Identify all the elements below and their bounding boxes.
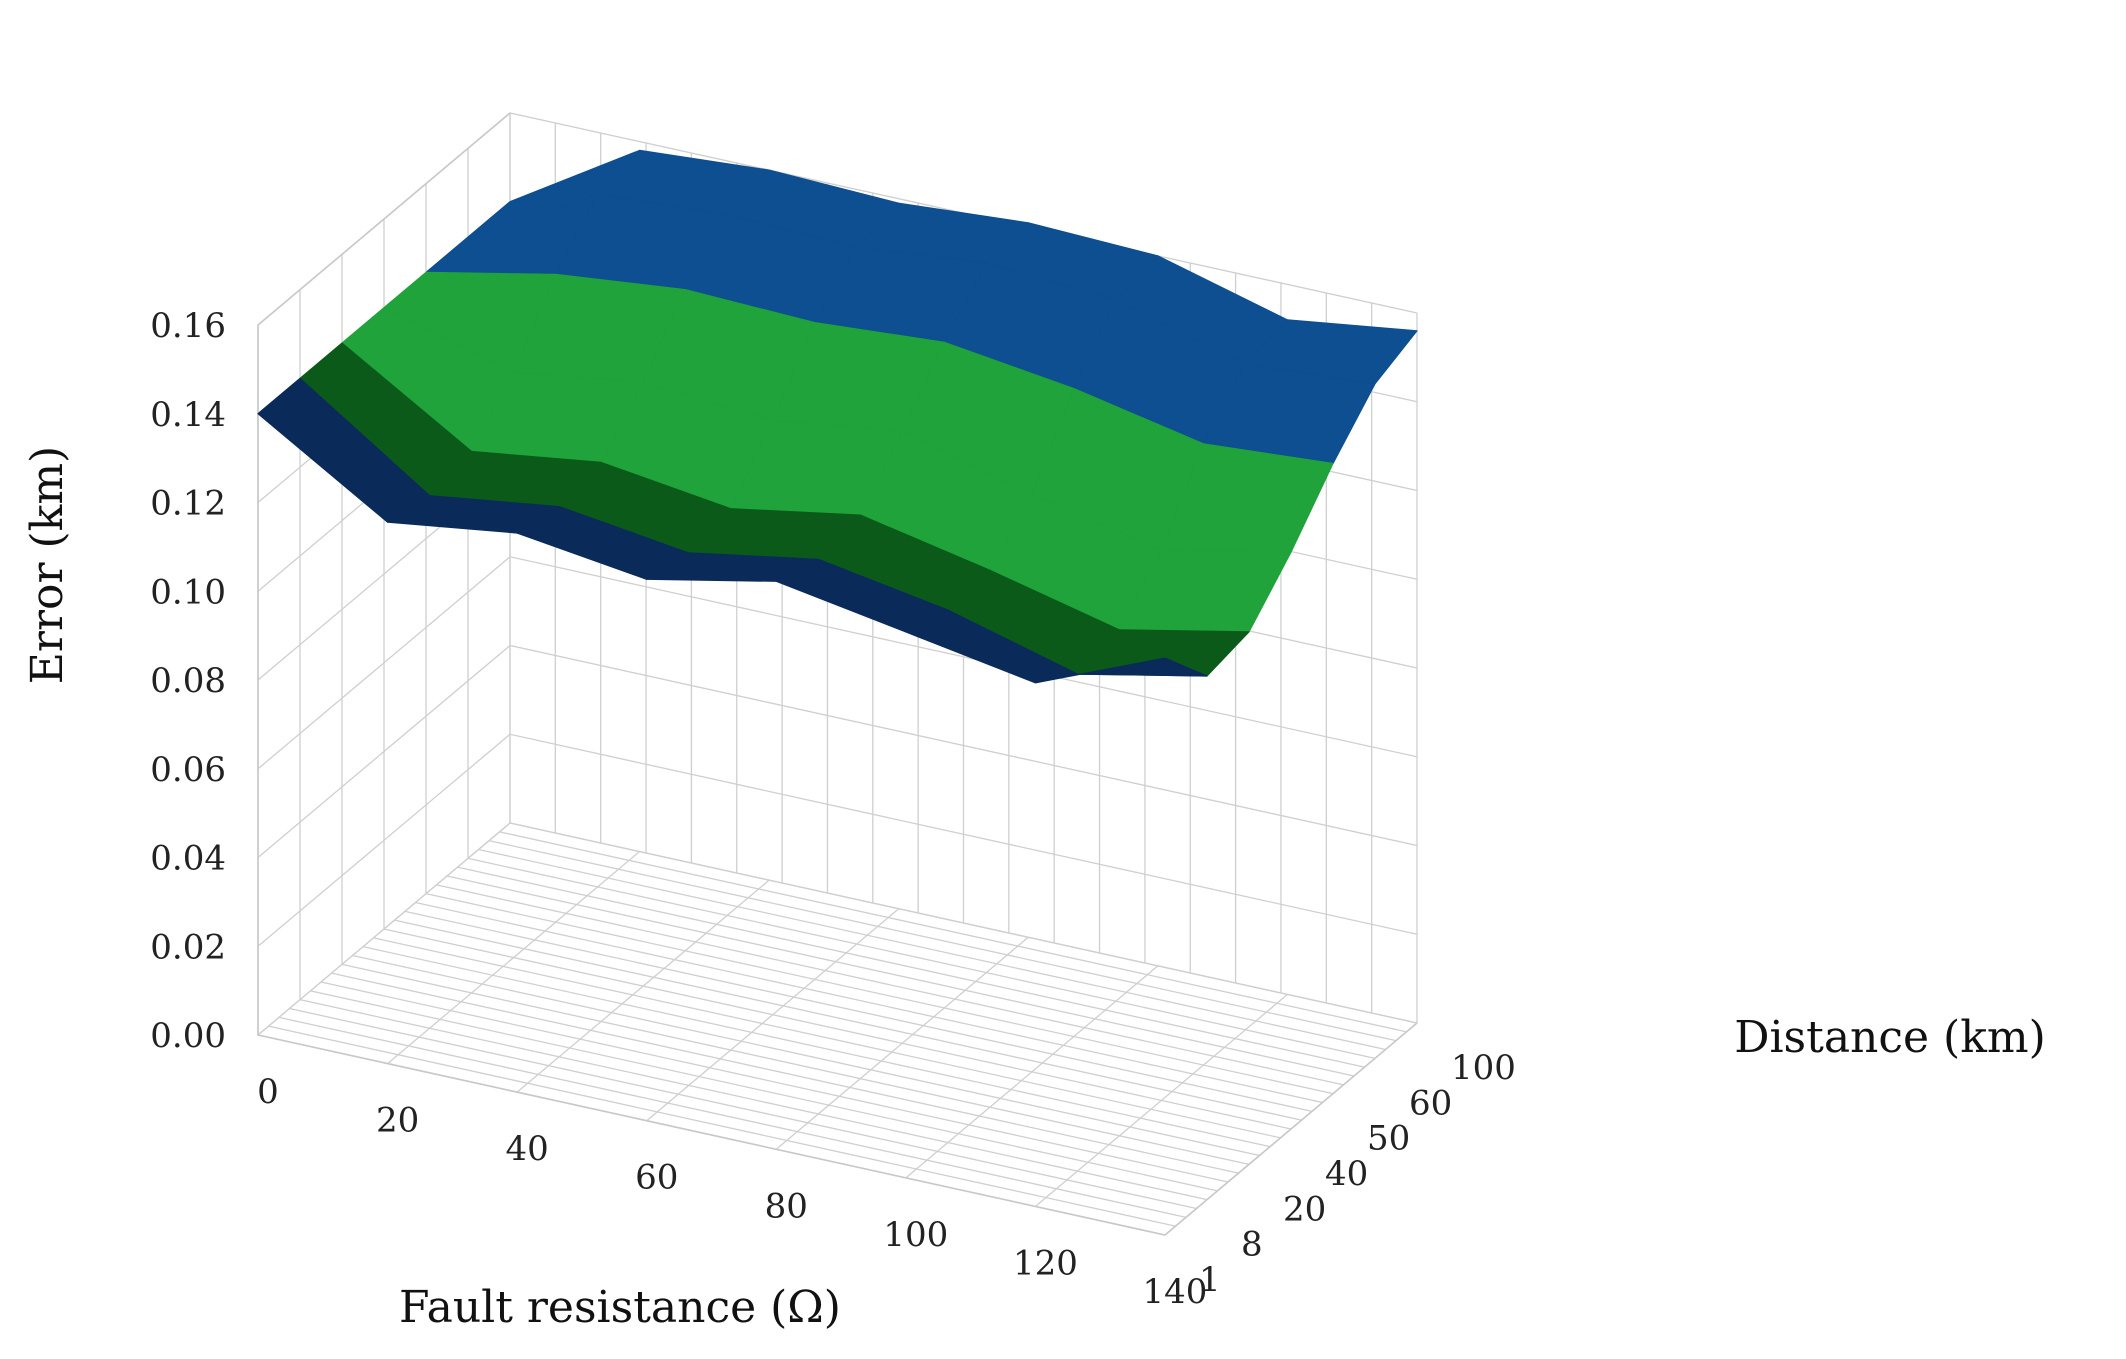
distance-tick-label: 50 — [1367, 1119, 1410, 1159]
floor-gridline-y — [352, 954, 1260, 1157]
floor-gridline-y — [299, 999, 1208, 1201]
floor-gridline-y — [278, 1016, 1187, 1218]
floor-gridline-y — [446, 875, 1355, 1077]
z-axis-title: Error (km) — [22, 446, 73, 684]
z-tick-label: 0.04 — [150, 839, 226, 879]
z-tick-label: 0.10 — [150, 572, 226, 612]
z-gridline — [257, 733, 1418, 947]
distance-tick-label: 60 — [1409, 1083, 1452, 1123]
z-tick-label: 0.14 — [150, 395, 226, 435]
floor-gridline-y — [341, 963, 1250, 1165]
x-axis-title: Fault resistance (Ω) — [399, 1282, 841, 1333]
z-tick-label: 0.12 — [150, 484, 226, 524]
z-tick-label: 0.00 — [150, 1016, 226, 1056]
distance-tick-label: 1 — [1199, 1260, 1221, 1300]
z-tick-label: 0.16 — [150, 306, 226, 346]
z-gridline — [257, 644, 1418, 858]
floor-gridline-y — [436, 884, 1344, 1086]
fault-resistance-tick-label: 80 — [765, 1186, 808, 1226]
floor-gridline-y — [425, 893, 1334, 1095]
z-tick-label: 0.02 — [150, 927, 226, 967]
floor-gridline-y — [457, 866, 1365, 1068]
floor-gridline-y — [383, 928, 1292, 1130]
distance-tick-label: 20 — [1283, 1189, 1326, 1229]
floor-gridline-y — [478, 848, 1386, 1051]
floor-gridline-y — [310, 990, 1218, 1192]
floor-gridline-y — [467, 857, 1376, 1059]
floor-gridline-y — [362, 946, 1271, 1148]
floor-gridline-y — [268, 1025, 1176, 1227]
floor-gridline-y — [331, 972, 1239, 1174]
fault-resistance-tick-label: 60 — [635, 1158, 678, 1198]
distance-tick-label: 8 — [1241, 1225, 1263, 1265]
floor-gridline-y — [373, 937, 1281, 1139]
fault-resistance-tick-label: 40 — [506, 1129, 549, 1169]
surface-patch — [1034, 657, 1208, 684]
fault-resistance-tick-label: 20 — [376, 1101, 419, 1141]
z-tick-label: 0.06 — [150, 750, 226, 790]
floor-gridline-y — [415, 901, 1323, 1104]
fault-resistance-ticks: 0 20 40 60 80 100 120 140 — [257, 1072, 1207, 1312]
floor-gridline-y — [320, 981, 1229, 1183]
floor-gridline-y — [404, 910, 1313, 1112]
floor-gridline-y — [394, 919, 1302, 1121]
y-axis-title: Distance (km) — [1734, 1012, 2046, 1063]
fault-resistance-tick-label: 140 — [1143, 1272, 1208, 1312]
floor-gridline-y — [509, 822, 1418, 1024]
floor-gridline-y — [488, 840, 1397, 1042]
floor-gridline-y — [289, 1007, 1197, 1210]
z-axis-ticks: 0.00 0.02 0.04 0.06 0.08 0.10 0.12 0.14 0.16 — [150, 306, 226, 1056]
distance-tick-label: 40 — [1325, 1154, 1368, 1194]
error-surface — [257, 149, 1418, 684]
floor-gridline-y — [499, 831, 1407, 1033]
axis-edge — [257, 112, 1418, 1236]
fault-resistance-tick-label: 120 — [1013, 1243, 1078, 1283]
floor-grid — [257, 112, 1418, 1236]
distance-tick-label: 100 — [1451, 1048, 1516, 1088]
fault-resistance-tick-label: 100 — [883, 1215, 948, 1255]
fault-resistance-tick-label: 0 — [257, 1072, 279, 1112]
z-tick-label: 0.08 — [150, 661, 226, 701]
